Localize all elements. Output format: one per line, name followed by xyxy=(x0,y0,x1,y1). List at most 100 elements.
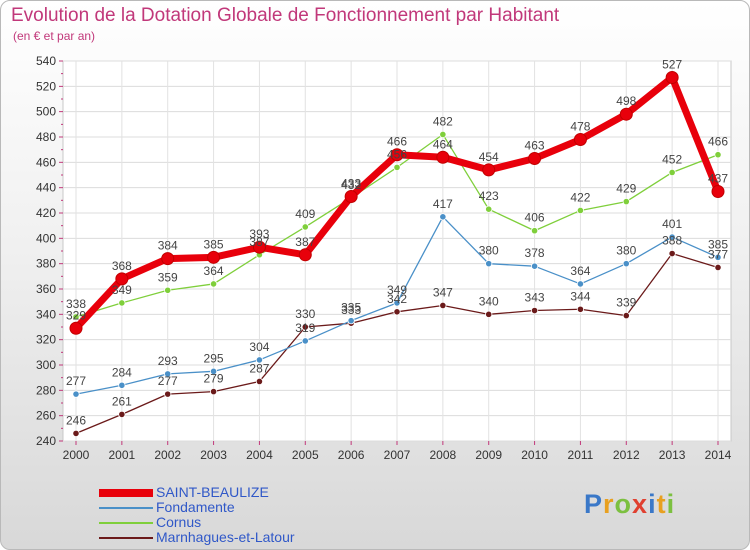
legend-label: Marnhagues-et-Latour xyxy=(156,529,295,545)
data-point xyxy=(344,190,358,204)
y-tick-label: 360 xyxy=(36,282,56,296)
data-label: 463 xyxy=(525,139,545,153)
data-label: 393 xyxy=(249,227,269,241)
y-tick-label: 460 xyxy=(36,155,56,169)
y-tick-label: 420 xyxy=(36,206,56,220)
data-label: 277 xyxy=(158,374,178,388)
data-label: 364 xyxy=(570,264,590,278)
data-label: 340 xyxy=(479,294,499,308)
data-point xyxy=(69,321,83,335)
data-point xyxy=(668,233,676,241)
x-tick-label: 2006 xyxy=(338,448,365,462)
data-point xyxy=(298,248,312,262)
data-label: 339 xyxy=(616,296,636,310)
data-point xyxy=(485,205,493,213)
x-tick-label: 2000 xyxy=(63,448,90,462)
data-label: 482 xyxy=(433,114,453,128)
data-point xyxy=(118,381,126,389)
data-point xyxy=(485,310,493,318)
data-label: 293 xyxy=(158,354,178,368)
legend-swatch xyxy=(99,536,153,539)
data-point xyxy=(436,150,450,164)
x-tick-label: 2014 xyxy=(705,448,732,462)
x-tick-label: 2005 xyxy=(292,448,319,462)
data-label: 454 xyxy=(479,150,499,164)
data-point xyxy=(255,377,264,386)
data-point xyxy=(164,370,172,378)
data-label: 456 xyxy=(387,147,407,161)
y-tick-label: 340 xyxy=(36,307,56,321)
data-point xyxy=(576,206,585,215)
data-point xyxy=(209,387,218,396)
data-point xyxy=(576,305,585,313)
data-point xyxy=(573,133,587,147)
x-tick-label: 2002 xyxy=(154,448,181,462)
y-tick-label: 300 xyxy=(36,358,56,372)
data-label: 329 xyxy=(66,308,86,322)
x-tick-label: 2011 xyxy=(568,448,594,462)
data-label: 423 xyxy=(479,189,499,203)
data-point xyxy=(439,213,447,221)
data-label: 284 xyxy=(112,365,132,379)
data-point xyxy=(390,148,404,162)
data-label: 432 xyxy=(341,178,361,192)
data-label: 319 xyxy=(295,321,315,335)
data-point xyxy=(714,151,722,159)
x-tick-label: 2013 xyxy=(659,448,686,462)
data-label: 349 xyxy=(387,283,407,297)
data-point xyxy=(72,429,80,437)
data-point xyxy=(530,227,539,235)
data-label: 333 xyxy=(341,303,361,317)
x-tick-label: 2004 xyxy=(246,448,273,462)
x-tick-label: 2007 xyxy=(384,448,411,462)
data-label: 349 xyxy=(112,283,132,297)
data-label: 359 xyxy=(158,270,178,284)
data-label: 387 xyxy=(295,235,315,249)
data-point xyxy=(72,390,80,398)
data-label: 338 xyxy=(66,297,86,311)
data-point xyxy=(439,301,447,310)
legend-swatch xyxy=(99,488,153,497)
data-label: 433 xyxy=(341,177,361,191)
data-label: 384 xyxy=(158,239,178,253)
x-tick-label: 2003 xyxy=(200,448,227,462)
data-label: 261 xyxy=(112,394,132,408)
data-label: 342 xyxy=(387,292,407,306)
chart-subtitle: (en € et par an) xyxy=(13,29,96,43)
data-label: 343 xyxy=(525,291,545,305)
data-label: 378 xyxy=(525,246,545,260)
chart-legend: SAINT-BEAULIZE Fondamente Cornus Marnhagues… xyxy=(99,485,295,545)
data-point xyxy=(393,163,401,171)
data-label: 385 xyxy=(708,237,728,251)
legend-swatch xyxy=(99,506,153,509)
data-label: 452 xyxy=(662,152,682,166)
data-point xyxy=(619,107,633,121)
data-point xyxy=(118,410,126,418)
y-tick-label: 540 xyxy=(36,54,56,68)
data-point xyxy=(576,280,585,288)
x-tick-label: 2010 xyxy=(521,448,548,462)
data-label: 287 xyxy=(249,361,269,375)
data-label: 527 xyxy=(662,57,682,71)
data-point xyxy=(161,252,175,266)
proxiti-logo: Proxiti xyxy=(584,489,676,519)
data-label: 478 xyxy=(570,120,590,134)
data-label: 330 xyxy=(295,307,315,321)
data-point xyxy=(393,308,401,316)
data-label: 335 xyxy=(341,301,361,315)
legend-item: Fondamente xyxy=(99,500,295,515)
data-label: 304 xyxy=(249,340,269,354)
y-tick-label: 260 xyxy=(36,409,56,423)
data-label: 380 xyxy=(616,244,636,258)
x-tick-label: 2012 xyxy=(613,448,640,462)
data-label: 364 xyxy=(204,264,224,278)
data-point xyxy=(252,240,266,254)
data-label: 387 xyxy=(249,235,269,249)
data-point xyxy=(528,152,542,166)
data-label: 277 xyxy=(66,374,86,388)
data-label: 464 xyxy=(433,137,453,151)
data-label: 498 xyxy=(616,94,636,108)
chart-title: Evolution de la Dotation Globale de Fonc… xyxy=(11,5,560,26)
legend-item: SAINT-BEAULIZE xyxy=(99,485,295,500)
